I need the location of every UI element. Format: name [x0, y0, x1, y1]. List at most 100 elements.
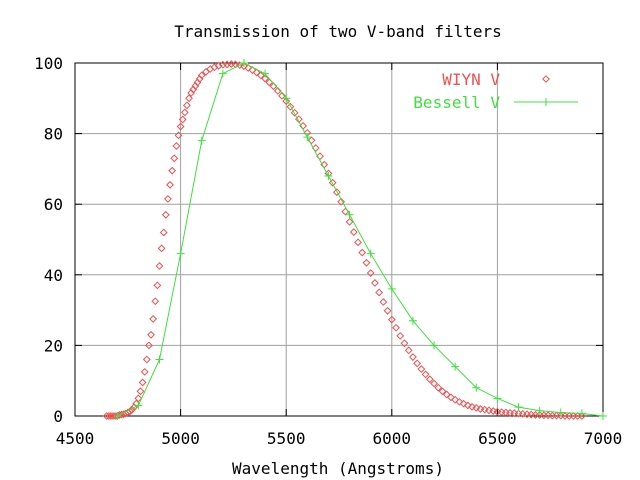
wiyn-v-point — [142, 355, 151, 364]
wiyn-v-point — [157, 244, 166, 253]
wiyn-v-point — [214, 61, 223, 70]
wiyn-v-point — [149, 315, 158, 323]
bessell-v-point — [599, 412, 607, 420]
wiyn-v-point — [189, 85, 198, 94]
x-tick-label: 5500 — [267, 429, 306, 448]
wiyn-v-point — [166, 180, 174, 189]
wiyn-v-point — [172, 142, 181, 150]
bessell-v-point — [493, 394, 502, 403]
wiyn-v-point — [451, 395, 460, 404]
legend: WIYN V Bessell V — [413, 70, 578, 112]
wiyn-v-point — [278, 91, 286, 100]
plot-frame — [74, 62, 604, 417]
wiyn-v-point — [140, 367, 149, 376]
wiyn-v-point — [244, 64, 253, 72]
wiyn-v-point — [168, 166, 177, 175]
wiyn-v-point — [311, 144, 320, 152]
wiyn-v-point — [240, 62, 248, 71]
wiyn-v-point — [145, 341, 153, 350]
wiyn-v-point — [468, 402, 476, 411]
wiyn-v-point — [463, 401, 472, 410]
y-tick-label: 0 — [53, 407, 63, 426]
bessell-v-point — [556, 408, 565, 417]
wiyn-v-point — [421, 370, 430, 379]
wiyn-v-point — [183, 101, 191, 110]
wiyn-v-point — [354, 238, 362, 247]
wiyn-v-point — [434, 383, 443, 392]
x-tick-label: 6500 — [478, 429, 517, 448]
series-wiyn-v — [102, 60, 586, 420]
wiyn-v-point — [210, 63, 219, 72]
wiyn-v-point — [176, 122, 185, 131]
wiyn-v-point — [161, 210, 170, 219]
wiyn-v-point — [472, 403, 481, 412]
bessell-v-point — [303, 133, 312, 142]
legend-marker-bessell-v — [542, 98, 550, 106]
x-axis-label: Wavelength (Angstroms) — [232, 459, 444, 478]
x-tick-label: 5000 — [161, 429, 200, 448]
wiyn-v-point — [170, 154, 179, 163]
bessell-v-point — [282, 94, 291, 103]
x-tick-label: 6000 — [373, 429, 412, 448]
wiyn-v-point — [159, 228, 168, 237]
wiyn-v-point — [180, 108, 189, 117]
wiyn-v-point — [164, 194, 172, 203]
wiyn-v-point — [455, 397, 464, 406]
wiyn-v-point — [362, 258, 371, 267]
bessell-v-point — [345, 210, 354, 219]
wiyn-v-point — [191, 82, 200, 90]
bessell-v-point — [451, 362, 460, 371]
wiyn-v-point — [425, 375, 434, 384]
wiyn-v-point — [349, 228, 358, 236]
bessell-v-point — [261, 69, 270, 78]
wiyn-v-point — [117, 410, 126, 419]
bessell-v-point — [366, 249, 375, 258]
wiyn-v-point — [400, 339, 409, 348]
wiyn-v-point — [383, 306, 392, 315]
wiyn-v-point — [375, 288, 384, 297]
grid — [75, 63, 603, 416]
bessell-v-point — [408, 316, 417, 325]
wiyn-v-point — [185, 94, 193, 103]
wiyn-v-point — [273, 86, 282, 95]
bessell-v-point — [113, 412, 122, 420]
x-tick-label: 7000 — [584, 429, 623, 448]
wiyn-v-point — [147, 330, 155, 339]
wiyn-v-point — [409, 353, 417, 361]
wiyn-v-point — [290, 108, 299, 117]
wiyn-v-point — [307, 136, 316, 145]
wiyn-v-point — [197, 71, 206, 80]
wiyn-v-point — [178, 115, 187, 124]
wiyn-v-point — [195, 74, 204, 83]
y-tick-label: 80 — [44, 125, 63, 144]
wiyn-v-point — [396, 331, 405, 340]
bessell-v-line — [117, 62, 604, 417]
wiyn-v-point — [392, 323, 400, 332]
wiyn-v-point — [337, 197, 346, 206]
series-bessell-v — [113, 59, 607, 420]
wiyn-v-point — [417, 365, 426, 373]
wiyn-v-point — [358, 248, 367, 257]
legend-label-bessell-v: Bessell V — [413, 93, 500, 112]
wiyn-v-point — [332, 188, 341, 197]
bessell-v-point — [472, 383, 481, 392]
wiyn-v-point — [138, 378, 147, 387]
wiyn-v-point — [155, 262, 164, 270]
legend-marker-wiyn-v — [542, 75, 550, 83]
wiyn-v-point — [413, 359, 422, 368]
chart-title: Transmission of two V-band filters — [174, 22, 502, 41]
bessell-v-point — [239, 59, 248, 67]
wiyn-v-point — [379, 298, 388, 306]
bessell-v-point — [577, 409, 586, 418]
wiyn-v-point — [404, 346, 413, 355]
bessell-v-point — [134, 401, 143, 410]
wiyn-v-point — [430, 379, 438, 388]
bessell-v-point — [155, 355, 164, 364]
wiyn-v-point — [136, 387, 145, 396]
wiyn-v-point — [174, 131, 183, 140]
wiyn-v-point — [370, 279, 379, 287]
wiyn-v-point — [459, 399, 468, 408]
wiyn-v-point — [248, 66, 257, 74]
